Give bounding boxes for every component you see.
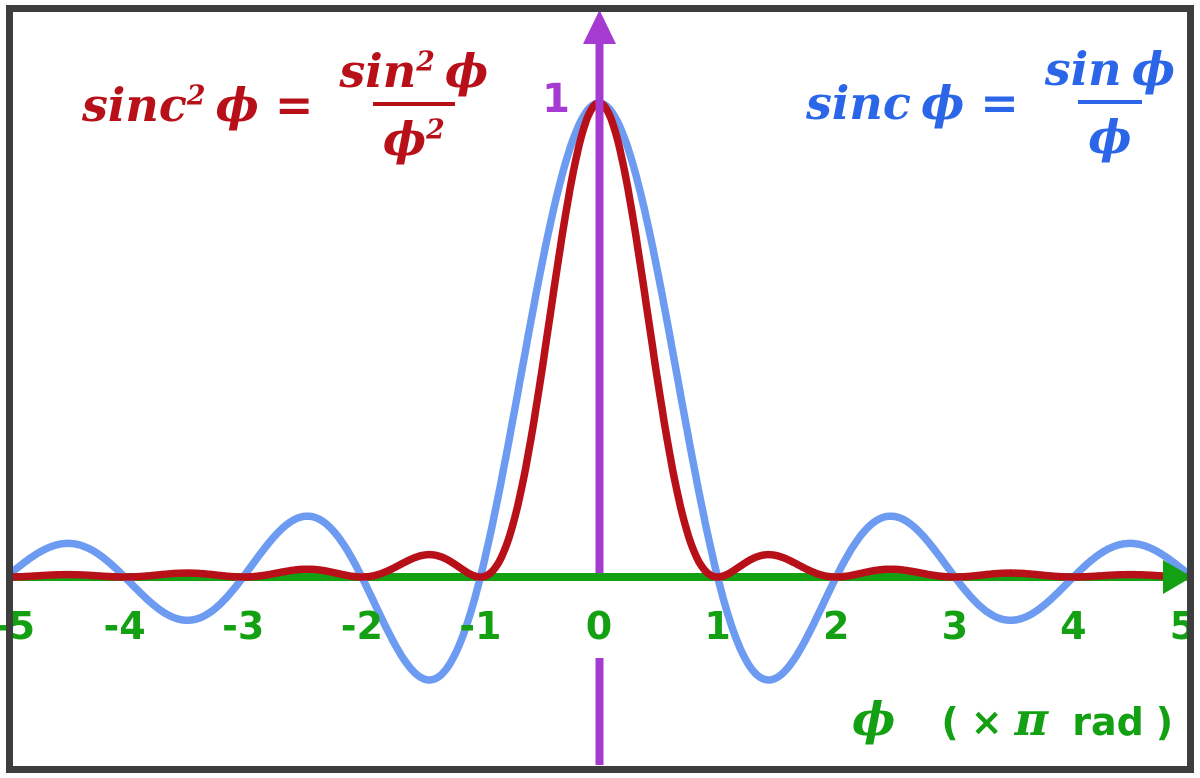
phi-symbol: ϕ — [215, 78, 259, 132]
fraction-numerator: sin ϕ — [1035, 42, 1185, 100]
phi-symbol: ϕ — [920, 76, 965, 130]
x-tick-label: -3 — [222, 604, 265, 648]
fraction-denominator: ϕ2 — [372, 102, 455, 166]
x-tick-label: 3 — [941, 604, 969, 648]
close-paren: ) — [1155, 700, 1174, 744]
x-tick-label: -5 — [0, 604, 36, 648]
y-axis-peak-label: 1 — [542, 76, 570, 122]
sinc-word: sinc — [806, 76, 911, 130]
phi-symbol: ϕ — [382, 112, 427, 166]
formula-lhs: sinc ϕ — [806, 76, 964, 130]
equals-sign: = — [980, 76, 1019, 130]
sinc-word: sinc — [82, 78, 187, 132]
y-axis-arrow-icon — [583, 10, 616, 44]
sin-word: sin — [1044, 42, 1122, 96]
open-paren: ( — [941, 700, 959, 744]
formula-lhs: sinc2 ϕ — [82, 78, 259, 132]
sin-word: sin — [339, 44, 417, 98]
phi-symbol: ϕ — [1131, 42, 1176, 96]
fraction-numerator: sin2 ϕ — [329, 44, 498, 102]
equals-sign: = — [274, 78, 314, 132]
x-tick-label: -2 — [340, 604, 383, 648]
fraction: sin ϕ ϕ — [1035, 42, 1185, 164]
x-tick-label: 1 — [704, 604, 731, 648]
exponent: 2 — [186, 80, 206, 112]
exponent: 2 — [426, 114, 445, 146]
phi-symbol: ϕ — [1088, 110, 1132, 164]
x-tick-label: 5 — [1169, 604, 1197, 648]
pi-symbol: π — [1014, 692, 1049, 746]
x-tick-label: 2 — [822, 604, 850, 648]
exponent: 2 — [416, 46, 435, 78]
x-tick-label: 4 — [1060, 604, 1087, 648]
rad-text: rad — [1072, 700, 1144, 744]
x-tick-label: 0 — [585, 604, 613, 648]
fraction-denominator: ϕ — [1078, 100, 1142, 164]
formula-sinc: sinc ϕ = sin ϕ ϕ — [806, 42, 1185, 164]
x-axis-arrow-icon — [1163, 560, 1192, 594]
x-axis-unit-label: ϕ ( × π rad ) — [852, 692, 1173, 746]
phi-symbol: ϕ — [852, 692, 896, 746]
x-tick-label: -1 — [459, 604, 502, 648]
formula-sinc-squared: sinc2 ϕ = sin2 ϕ ϕ2 — [82, 44, 498, 166]
times-sign: × — [970, 700, 1003, 744]
x-tick-label: -4 — [103, 604, 146, 648]
phi-symbol: ϕ — [444, 44, 489, 98]
fraction: sin2 ϕ ϕ2 — [329, 44, 498, 166]
